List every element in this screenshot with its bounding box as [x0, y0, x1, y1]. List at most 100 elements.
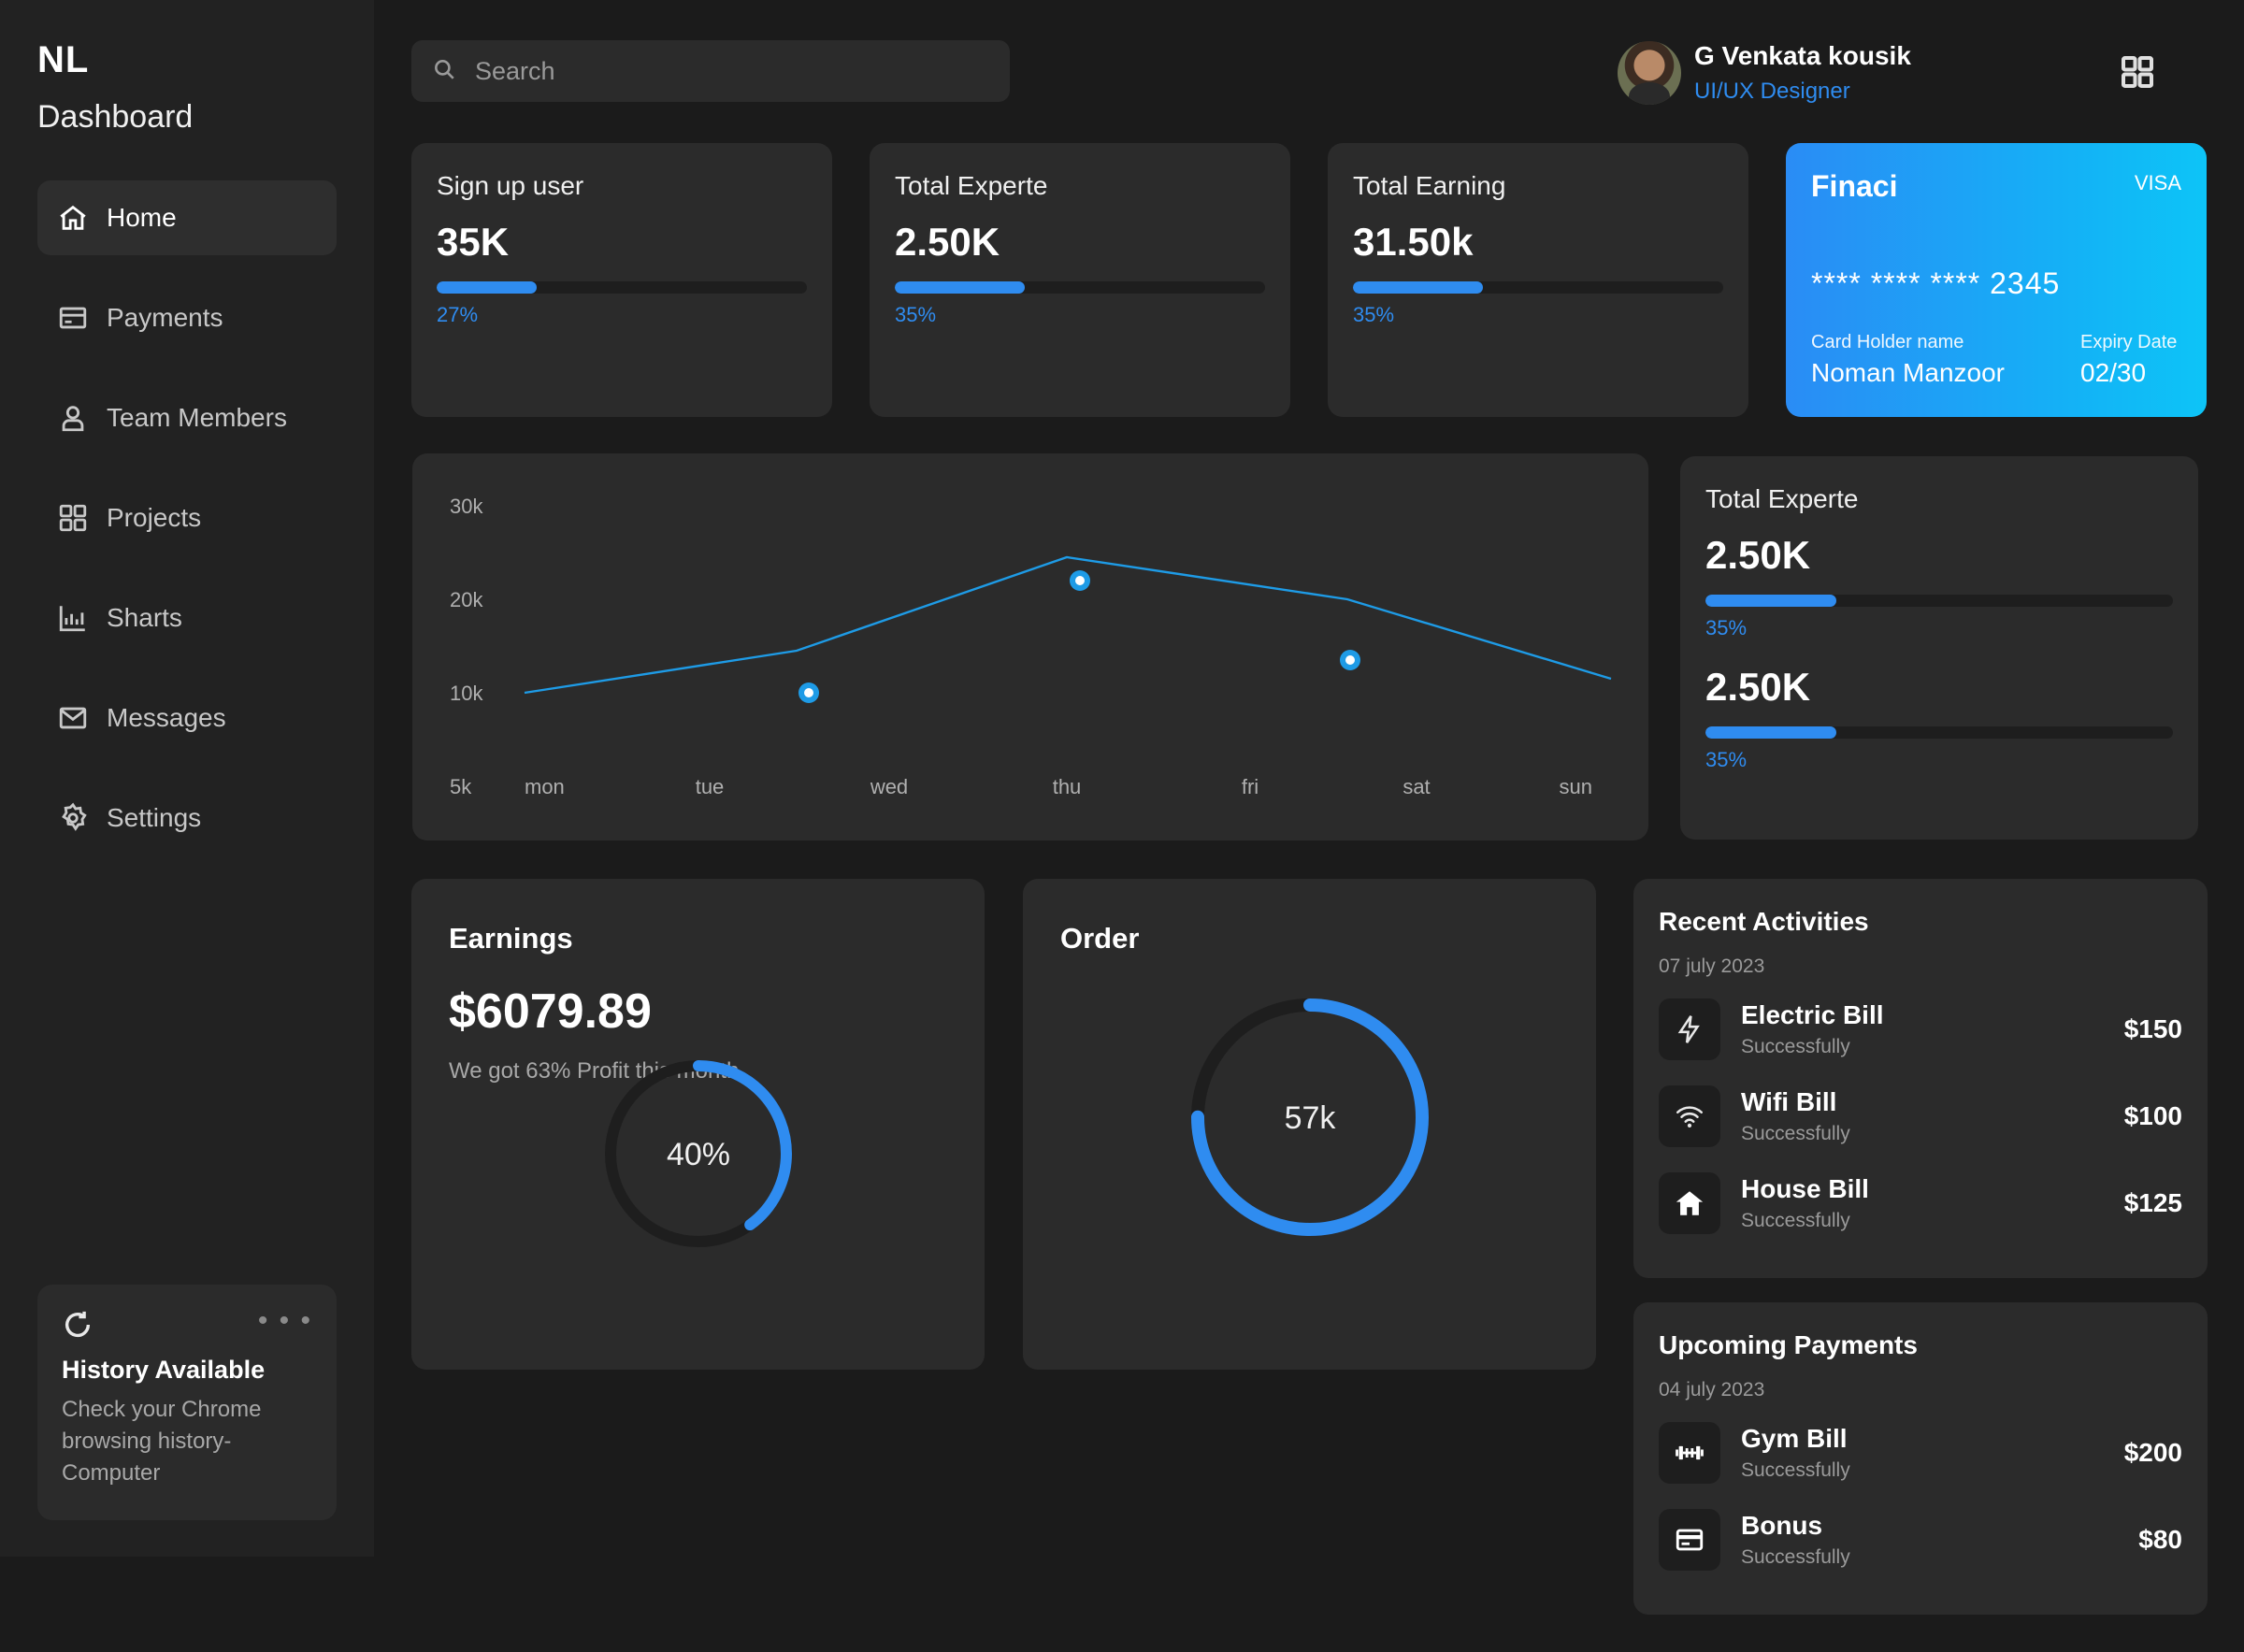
card-number: **** **** **** 2345 — [1811, 266, 2061, 300]
list-item-amount: $150 — [2123, 1014, 2182, 1043]
sidebar-item-sharts[interactable]: Sharts — [37, 581, 337, 655]
stat-label: Sign up user — [437, 171, 584, 200]
list-item-status: Successfully — [1741, 1123, 1850, 1144]
stat-card-signup: Sign up user 35K 27% — [411, 143, 832, 417]
search-bar[interactable] — [411, 40, 1010, 102]
progress-bar — [1705, 726, 2173, 739]
list-item-status: Successfully — [1741, 1210, 1850, 1231]
data-point-center — [804, 688, 813, 697]
apps-grid-icon[interactable] — [2119, 53, 2156, 91]
credit-card[interactable]: Finaci VISA **** **** **** 2345 Card Hol… — [1786, 143, 2207, 417]
stat-label: Total Earning — [1353, 171, 1506, 200]
x-tick-label: sat — [1402, 775, 1430, 798]
user-name: G Venkata kousik — [1694, 41, 1911, 70]
sidebar-item-label: Payments — [107, 303, 223, 332]
payments-title: Upcoming Payments — [1659, 1330, 1918, 1359]
side-stats-card: Total Experte 2.50K 35% 2.50K 35% — [1680, 456, 2198, 840]
sidebar-item-team-members[interactable]: Team Members — [37, 381, 337, 455]
card-icon — [1659, 1509, 1720, 1571]
x-tick-label: fri — [1242, 775, 1259, 798]
sidebar-item-messages[interactable]: Messages — [37, 681, 337, 755]
progress-percent: 35% — [895, 303, 937, 326]
y-tick-label: 5k — [450, 775, 472, 798]
payments-date: 04 july 2023 — [1659, 1379, 1765, 1401]
list-item-name: Electric Bill — [1741, 1000, 1884, 1029]
list-item-amount: $80 — [2138, 1525, 2182, 1554]
card-holder-label: Card Holder name — [1811, 332, 1964, 352]
progress-percent: 35% — [1705, 748, 1748, 771]
wifi-icon — [1659, 1085, 1720, 1147]
history-card: • • • History Available Check your Chrom… — [37, 1285, 337, 1520]
order-ring-progress — [1191, 998, 1429, 1236]
data-point-center — [1075, 576, 1085, 585]
card-expiry: 02/30 — [2080, 358, 2147, 387]
progress-bar — [1705, 595, 2173, 607]
stat-value: 2.50K — [1705, 665, 1811, 709]
search-icon — [432, 57, 456, 86]
sidebar-item-label: Messages — [107, 703, 226, 732]
list-item[interactable]: Electric Bill Successfully $150 — [1659, 997, 2182, 1062]
sidebar-item-home[interactable]: Home — [37, 180, 337, 255]
order-ring: 57k — [1191, 998, 1429, 1236]
user-profile[interactable]: G Venkata kousik UI/UX Designer — [1618, 41, 1911, 105]
list-item[interactable]: Gym Bill Successfully $200 — [1659, 1420, 2182, 1486]
stat-value: 2.50K — [1705, 533, 1811, 577]
progress-percent: 27% — [437, 303, 479, 326]
more-options-icon[interactable]: • • • — [257, 1305, 312, 1336]
refresh-icon[interactable] — [62, 1309, 95, 1343]
sidebar-item-payments[interactable]: Payments — [37, 280, 337, 355]
app-title: Dashboard — [37, 99, 194, 135]
activities-date: 07 july 2023 — [1659, 955, 1765, 977]
grid-icon — [56, 501, 90, 535]
progress-fill — [1705, 726, 1836, 739]
search-input[interactable] — [475, 56, 999, 86]
history-text: Check your Chrome browsing history-Compu… — [62, 1397, 262, 1486]
home-icon — [56, 201, 90, 235]
earnings-card: Earnings $6079.89 We got 63% Profit this… — [411, 879, 985, 1370]
list-item-name: Gym Bill — [1741, 1424, 1848, 1453]
stat-card-experte: Total Experte 2.50K 35% — [870, 143, 1290, 417]
order-card: Order 57k — [1023, 879, 1596, 1370]
sidebar-item-projects[interactable]: Projects — [37, 481, 337, 555]
sidebar-item-label: Team Members — [107, 403, 287, 432]
bolt-icon — [1659, 998, 1720, 1060]
sidebar-item-settings[interactable]: Settings — [37, 781, 337, 855]
card-brand: VISA — [2134, 171, 2181, 194]
user-icon — [56, 401, 90, 435]
list-item[interactable]: House Bill Successfully $125 — [1659, 1171, 2182, 1236]
stat-value: 2.50K — [895, 220, 1000, 264]
list-item-status: Successfully — [1741, 1459, 1850, 1481]
x-tick-label: sun — [1560, 775, 1592, 798]
stat-value: 35K — [437, 220, 510, 264]
stat-value: 31.50k — [1353, 220, 1474, 264]
sidebar-item-label: Home — [107, 203, 177, 232]
stat-card-earning: Total Earning 31.50k 35% — [1328, 143, 1748, 417]
card-holder-name: Noman Manzoor — [1811, 358, 2005, 387]
upcoming-payments-card: Upcoming Payments 04 july 2023 Gym Bill … — [1633, 1302, 2208, 1615]
earnings-title: Earnings — [449, 922, 573, 955]
y-tick-label: 10k — [450, 682, 483, 705]
sidebar: NL Dashboard Home Payments Team Members … — [0, 0, 374, 1557]
card-expiry-label: Expiry Date — [2080, 332, 2178, 352]
chart-icon — [56, 601, 90, 635]
progress-bar — [437, 281, 807, 294]
activities-title: Recent Activities — [1659, 907, 1869, 936]
list-item[interactable]: Bonus Successfully $80 — [1659, 1507, 2182, 1573]
list-item-status: Successfully — [1741, 1546, 1850, 1568]
list-item-amount: $200 — [2123, 1438, 2182, 1467]
sidebar-item-label: Sharts — [107, 603, 182, 632]
progress-fill — [1353, 281, 1483, 294]
order-ring-label: 57k — [1285, 1100, 1337, 1136]
stat-label: Total Experte — [895, 171, 1048, 200]
card-name: Finaci — [1811, 169, 1898, 203]
history-title: History Available — [62, 1356, 266, 1384]
list-item[interactable]: Wifi Bill Successfully $100 — [1659, 1084, 2182, 1149]
house-icon — [1659, 1172, 1720, 1234]
logo: NL — [37, 39, 90, 80]
progress-fill — [895, 281, 1025, 294]
earnings-ring: 40% — [605, 1060, 792, 1247]
list-item-status: Successfully — [1741, 1036, 1850, 1057]
avatar[interactable] — [1618, 41, 1681, 105]
progress-fill — [437, 281, 537, 294]
y-tick-label: 20k — [450, 588, 483, 611]
